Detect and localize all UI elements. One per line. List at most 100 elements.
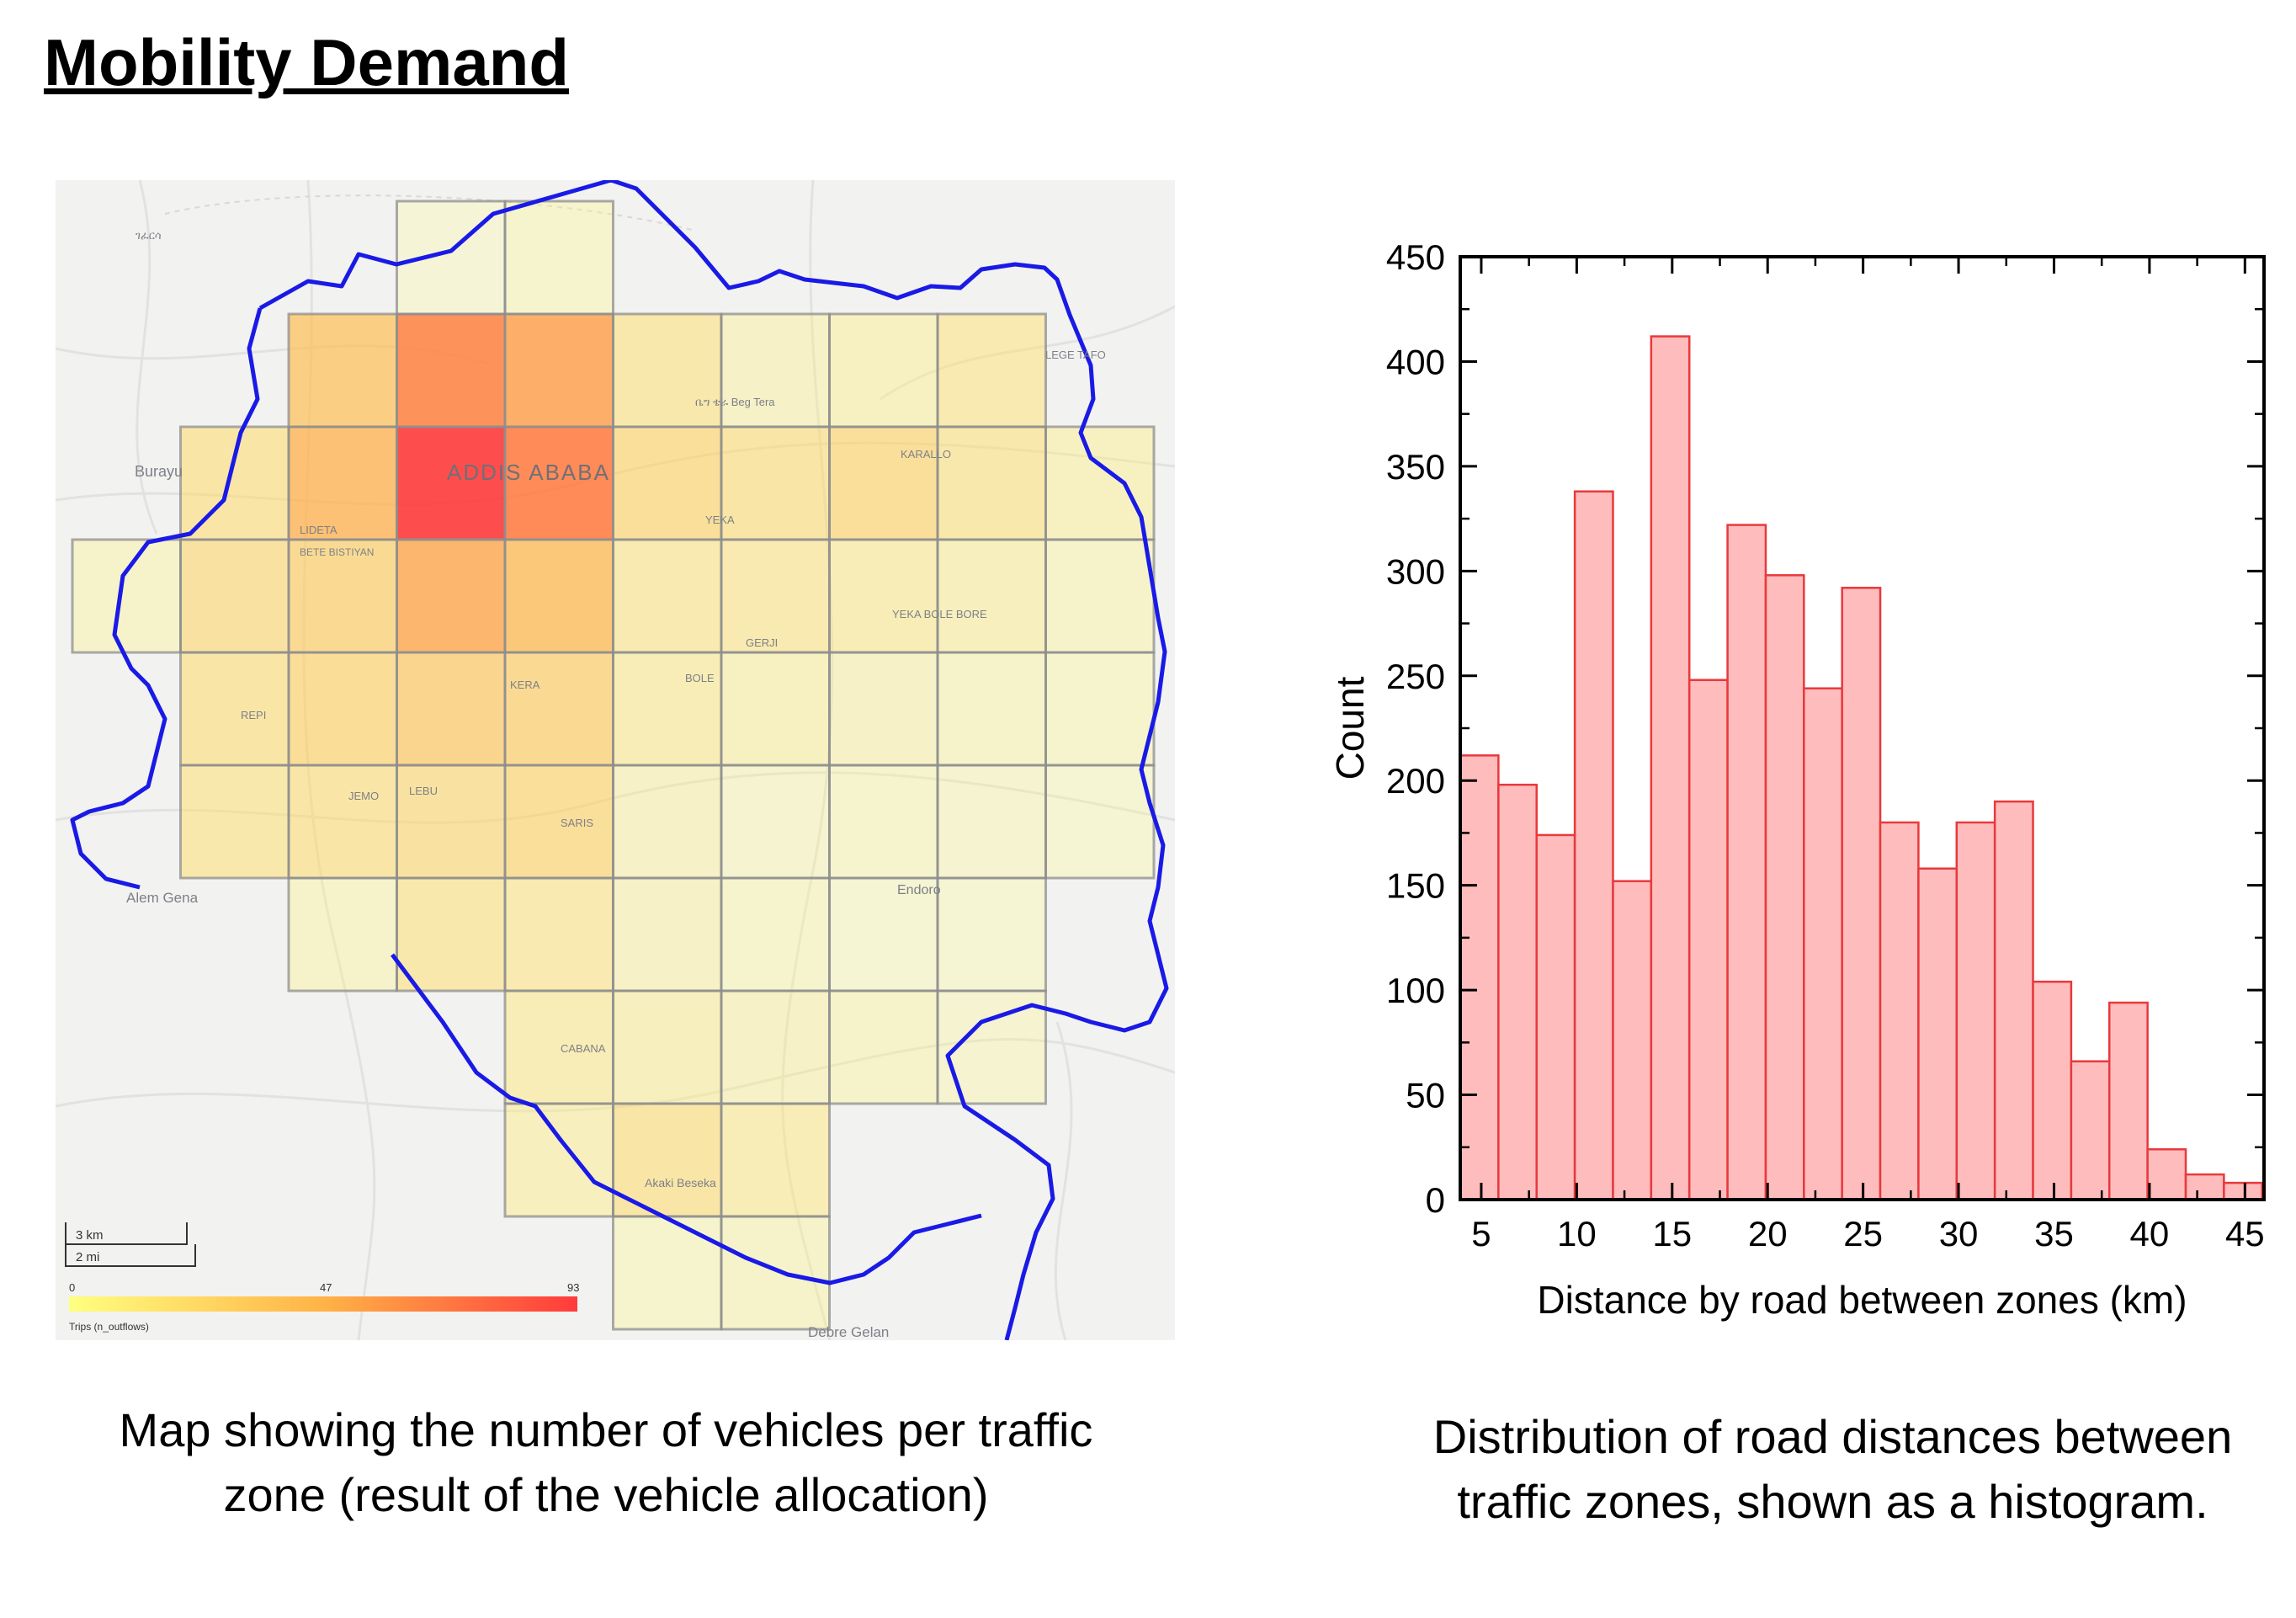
traffic-zone-cell[interactable]: [721, 1104, 830, 1216]
place-label-akaki-beseka: Akaki Beseka: [645, 1176, 716, 1190]
histogram-bar: [1573, 490, 1614, 1201]
traffic-zone-cell[interactable]: [396, 765, 506, 878]
legend-max-label: 93: [567, 1281, 579, 1294]
place-label-yeka: YEKA: [705, 514, 735, 526]
traffic-zone-cell[interactable]: [1045, 540, 1155, 652]
traffic-zone-cell[interactable]: [505, 652, 614, 765]
traffic-zone-cell[interactable]: [721, 878, 830, 991]
traffic-zone-map[interactable]: Burayu ADDIS ABABA Alem Gena Endoro Debr…: [56, 180, 1175, 1340]
traffic-zone-cell[interactable]: [613, 314, 722, 427]
traffic-zone-cell[interactable]: [289, 765, 397, 878]
traffic-zone-cell[interactable]: [289, 652, 397, 765]
traffic-zone-cell[interactable]: [721, 1216, 830, 1329]
traffic-zone-cell[interactable]: [829, 540, 938, 652]
legend-gradient-bar: [69, 1296, 577, 1312]
x-tick-label: 10: [1557, 1214, 1597, 1253]
traffic-zone-cell[interactable]: [721, 427, 830, 540]
histogram-canvas: 5 10 15 20 25 30 35 40 4505010015020025030035040…: [1328, 237, 2266, 1322]
histogram-bar: [1841, 586, 1882, 1201]
traffic-zone-cell[interactable]: [613, 1104, 722, 1216]
histogram-bars: [1459, 335, 2263, 1201]
traffic-zone-cell[interactable]: [938, 427, 1046, 540]
traffic-zone-cell[interactable]: [721, 765, 830, 878]
map-canvas: Burayu ADDIS ABABA Alem Gena Endoro Debr…: [56, 180, 1175, 1340]
traffic-zone-cell[interactable]: [721, 314, 830, 427]
traffic-zone-cell[interactable]: [1045, 765, 1155, 878]
traffic-zone-cell[interactable]: [613, 652, 722, 765]
traffic-zone-cell[interactable]: [613, 765, 722, 878]
y-tick-label: 450: [1386, 237, 1445, 277]
traffic-zone-cell[interactable]: [180, 765, 290, 878]
traffic-zone-cell[interactable]: [289, 427, 397, 540]
page-title: Mobility Demand: [44, 25, 570, 99]
traffic-zone-cell[interactable]: [180, 652, 290, 765]
histogram-caption: Distribution of road distances between t…: [1432, 1410, 2233, 1529]
histogram-bar: [2108, 1001, 2149, 1201]
traffic-zone-cell[interactable]: [72, 540, 181, 652]
histogram-bar: [1803, 687, 1843, 1201]
traffic-zone-cell[interactable]: [829, 652, 938, 765]
traffic-zone-cell[interactable]: [721, 540, 830, 652]
traffic-zone-cell[interactable]: [1045, 427, 1155, 540]
traffic-zone-cell[interactable]: [721, 991, 830, 1104]
traffic-zone-cell[interactable]: [180, 540, 290, 652]
traffic-zone-cell[interactable]: [396, 540, 506, 652]
traffic-zone-cell[interactable]: [505, 765, 614, 878]
traffic-zone-cell[interactable]: [289, 540, 397, 652]
traffic-zone-cell[interactable]: [938, 652, 1046, 765]
scale-label-mi: 2 mi: [76, 1250, 99, 1264]
histogram-bar: [1917, 867, 1959, 1201]
traffic-zone-cell[interactable]: [396, 314, 506, 427]
y-tick-label: 100: [1386, 971, 1445, 1010]
traffic-zone-cell[interactable]: [613, 427, 722, 540]
place-label-lege-tafo: LEGE TAFO: [1045, 349, 1106, 361]
traffic-zone-cell[interactable]: [289, 878, 397, 991]
traffic-zone-cell[interactable]: [505, 314, 614, 427]
histogram-axes: 5 10 15 20 25 30 35 40 4505010015020025030035040…: [1386, 237, 2265, 1253]
traffic-zone-cell[interactable]: [829, 765, 938, 878]
map-caption: Map showing the number of vehicles per t…: [119, 1403, 1093, 1522]
y-tick-label: 0: [1426, 1180, 1445, 1220]
traffic-zone-cell[interactable]: [505, 540, 614, 652]
traffic-zone-cell[interactable]: [829, 878, 938, 991]
histogram-bar: [1726, 524, 1767, 1201]
y-tick-label: 150: [1386, 866, 1445, 906]
city-boundary-south: [391, 953, 982, 1285]
traffic-zone-cell[interactable]: [721, 652, 830, 765]
traffic-zone-cell[interactable]: [396, 878, 506, 991]
traffic-zone-cell[interactable]: [289, 314, 397, 427]
place-labels: Burayu ADDIS ABABA Alem Gena Endoro Debr…: [126, 229, 1106, 1340]
traffic-zone-cell[interactable]: [829, 314, 938, 427]
place-label-alem-gena: Alem Gena: [126, 890, 199, 906]
place-label-addis-ababa: ADDIS ABABA: [447, 460, 610, 485]
place-label-yeka-bole-bore: YEKA BOLE BORE: [892, 608, 987, 620]
traffic-zone-cell[interactable]: [505, 878, 614, 991]
place-label-lebu: LEBU: [409, 785, 438, 797]
traffic-zone-cell[interactable]: [396, 652, 506, 765]
traffic-zone-cell[interactable]: [613, 540, 722, 652]
traffic-zone-cell[interactable]: [938, 540, 1046, 652]
histogram-bar: [2184, 1173, 2225, 1201]
traffic-zone-cell[interactable]: [613, 878, 722, 991]
histogram-bar: [1459, 754, 1500, 1201]
histogram-bar: [2223, 1181, 2263, 1201]
traffic-zone-cell[interactable]: [396, 427, 506, 540]
traffic-zone-cell[interactable]: [938, 878, 1046, 991]
traffic-zone-cell[interactable]: [505, 427, 614, 540]
traffic-zone-cell[interactable]: [938, 765, 1046, 878]
traffic-zone-cell[interactable]: [505, 1104, 614, 1216]
traffic-zone-cell[interactable]: [1045, 652, 1155, 765]
traffic-zone-cell[interactable]: [613, 1216, 722, 1329]
traffic-zone-cell[interactable]: [613, 991, 722, 1104]
traffic-zone-cell[interactable]: [938, 314, 1046, 427]
place-label-endoro: Endoro: [897, 883, 941, 897]
x-tick-label: 45: [2225, 1214, 2265, 1253]
traffic-zone-cell[interactable]: [829, 427, 938, 540]
place-label-bete-bistiyan: BETE BISTIYAN: [300, 546, 374, 558]
traffic-zone-cell[interactable]: [180, 427, 290, 540]
traffic-zone-cell[interactable]: [505, 201, 614, 314]
traffic-zone-cell[interactable]: [505, 991, 614, 1104]
x-tick-label: 35: [2034, 1214, 2074, 1253]
traffic-zone-cell[interactable]: [829, 991, 938, 1104]
legend-min-label: 0: [69, 1281, 75, 1294]
